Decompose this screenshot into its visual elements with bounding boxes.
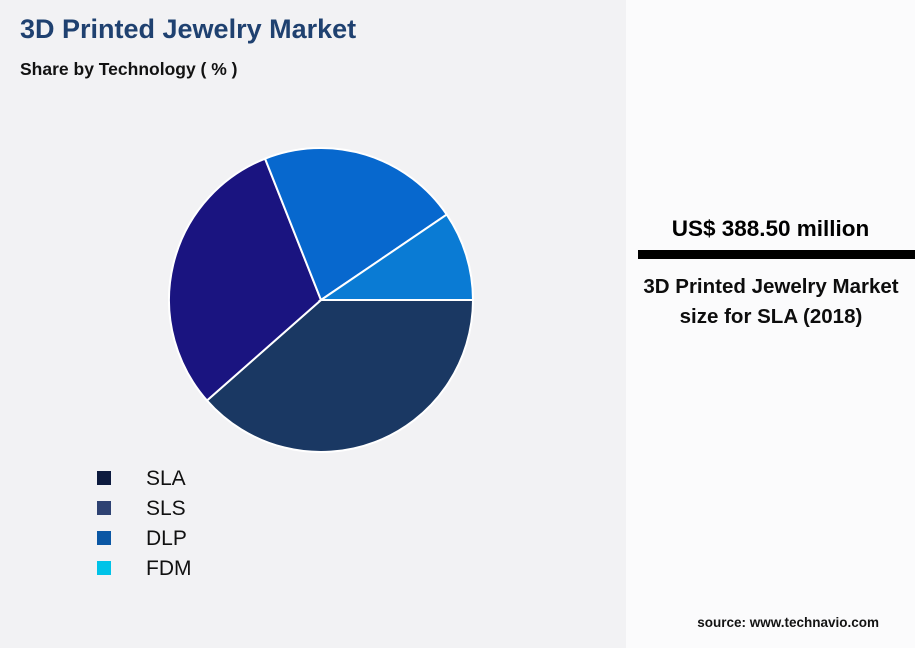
callout-value: US$ 388.50 million — [671, 216, 870, 241]
callout-divider — [638, 250, 915, 259]
pie-slice-dlp[interactable] — [263, 147, 449, 302]
legend-swatch-sla — [97, 471, 111, 485]
chart-legend: SLA SLS DLP FDM — [97, 463, 357, 583]
pie-chart — [168, 147, 474, 453]
callout-panel: US$ 388.50 million 3D Printed Jewelry Ma… — [626, 0, 915, 648]
legend-item-sla[interactable]: SLA — [97, 463, 357, 493]
pie-slice-fdm[interactable] — [317, 213, 474, 301]
legend-swatch-fdm — [97, 561, 111, 575]
legend-label-dlp: DLP — [146, 526, 187, 550]
legend-item-fdm[interactable]: FDM — [97, 553, 357, 583]
pie-chart-svg — [168, 147, 474, 453]
pie-slice-sla[interactable] — [205, 299, 474, 453]
chart-panel: 3D Printed Jewelry Market Share by Techn… — [20, 14, 474, 583]
page-title: 3D Printed Jewelry Market — [20, 14, 357, 44]
legend-swatch-dlp — [97, 531, 111, 545]
legend-swatch-sls — [97, 501, 111, 515]
source-note: source: www.technavio.com — [697, 615, 879, 630]
legend-label-sls: SLS — [146, 496, 186, 520]
legend-label-fdm: FDM — [146, 556, 192, 580]
legend-item-sls[interactable]: SLS — [97, 493, 357, 523]
pie-slice-sls[interactable] — [168, 157, 323, 402]
legend-item-dlp[interactable]: DLP — [97, 523, 357, 553]
callout-caption: 3D Printed Jewelry Market size for SLA (… — [643, 275, 899, 328]
legend-label-sla: SLA — [146, 466, 186, 490]
chart-subtitle: Share by Technology ( % ) — [20, 59, 238, 79]
